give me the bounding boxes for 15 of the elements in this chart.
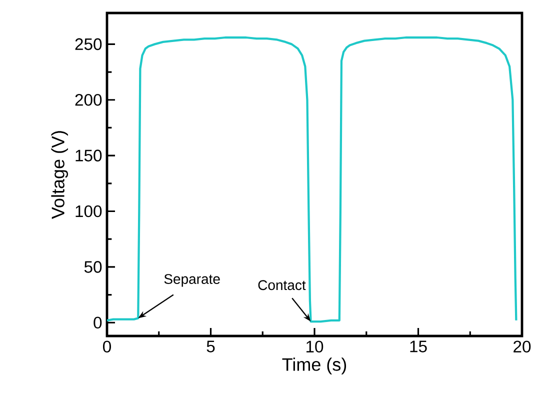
x-tick-label: 5 xyxy=(206,340,215,352)
x-tick-label: 20 xyxy=(514,340,531,353)
y-tick-label: 200 xyxy=(75,94,102,106)
x-tick-label: 0 xyxy=(103,340,111,353)
y-tick-label: 250 xyxy=(75,38,102,50)
y-tick-label: 0 xyxy=(94,316,102,329)
x-axis-title: Time (s) xyxy=(282,358,346,374)
annotation: Contact xyxy=(258,280,306,290)
y-axis-title: Voltage (V) xyxy=(51,131,68,219)
y-tick-label: 150 xyxy=(76,150,102,162)
x-tick-label: 10 xyxy=(306,340,324,353)
y-tick-label: 50 xyxy=(84,261,102,273)
annotation: Separate xyxy=(164,274,220,287)
x-tick-label: 15 xyxy=(410,340,427,352)
y-tick-label: 100 xyxy=(76,205,102,218)
